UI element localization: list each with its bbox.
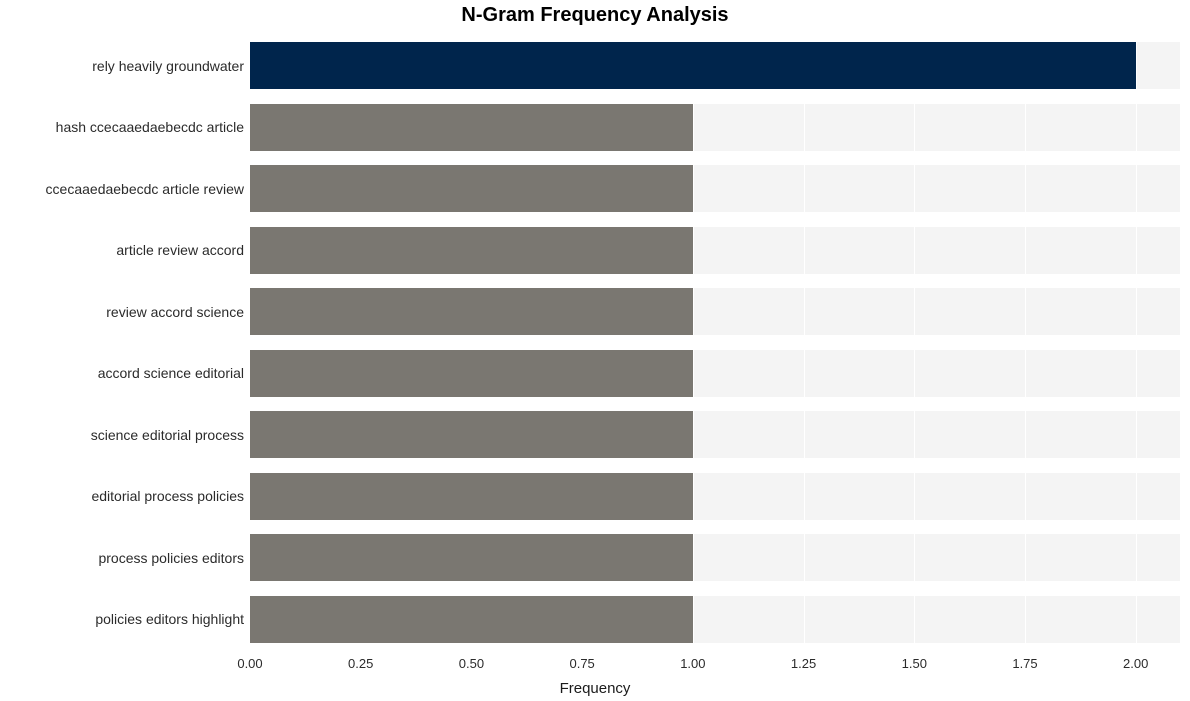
x-tick-label: 1.00: [680, 650, 705, 671]
gridline-vertical: [1136, 35, 1137, 650]
bar: [250, 411, 693, 458]
y-tick-label: science editorial process: [91, 427, 250, 443]
x-tick-label: 2.00: [1123, 650, 1148, 671]
y-tick-label: review accord science: [106, 304, 250, 320]
y-tick-label: process policies editors: [98, 550, 250, 566]
bar: [250, 596, 693, 643]
y-tick-label: policies editors highlight: [95, 611, 250, 627]
x-tick-label: 1.75: [1012, 650, 1037, 671]
y-tick-label: rely heavily groundwater: [92, 58, 250, 74]
x-tick-label: 0.50: [459, 650, 484, 671]
y-tick-label: article review accord: [116, 242, 250, 258]
gridline-vertical: [693, 35, 694, 650]
gridline-vertical: [914, 35, 915, 650]
x-axis-title: Frequency: [0, 680, 1190, 697]
x-tick-label: 1.50: [902, 650, 927, 671]
bar: [250, 350, 693, 397]
gridline-vertical: [804, 35, 805, 650]
chart-title: N-Gram Frequency Analysis: [0, 4, 1190, 27]
bar: [250, 288, 693, 335]
x-tick-label: 0.00: [237, 650, 262, 671]
x-tick-label: 0.25: [348, 650, 373, 671]
bar: [250, 42, 1136, 89]
bar: [250, 165, 693, 212]
y-tick-label: hash ccecaaedaebecdc article: [56, 119, 250, 135]
bar: [250, 227, 693, 274]
x-tick-label: 1.25: [791, 650, 816, 671]
x-tick-label: 0.75: [569, 650, 594, 671]
y-tick-label: editorial process policies: [91, 488, 250, 504]
bar: [250, 104, 693, 151]
bar: [250, 534, 693, 581]
bar: [250, 473, 693, 520]
plot-area: rely heavily groundwaterhash ccecaaedaeb…: [250, 35, 1180, 650]
ngram-frequency-chart: N-Gram Frequency Analysis rely heavily g…: [0, 0, 1190, 701]
gridline-vertical: [1025, 35, 1026, 650]
y-tick-label: accord science editorial: [98, 365, 250, 381]
y-tick-label: ccecaaedaebecdc article review: [46, 181, 250, 197]
